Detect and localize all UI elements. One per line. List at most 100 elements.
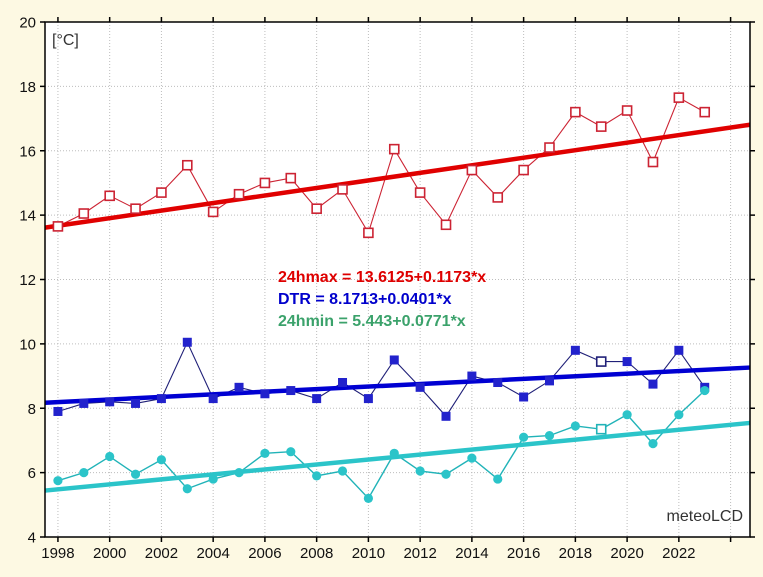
data-point-DTR bbox=[519, 392, 529, 402]
data-point-24hmin bbox=[312, 471, 322, 481]
data-point-24hmax bbox=[337, 184, 348, 195]
data-point-DTR bbox=[544, 376, 554, 386]
data-point-DTR bbox=[389, 355, 399, 365]
x-tick-label: 2004 bbox=[196, 545, 229, 562]
trend-line-24hmax bbox=[44, 122, 751, 230]
data-point-24hmax bbox=[621, 105, 633, 116]
y-tick-label: 20 bbox=[19, 15, 36, 32]
x-tick-label: 2020 bbox=[610, 545, 643, 562]
data-point-DTR bbox=[105, 397, 115, 407]
data-point-24hmax bbox=[207, 206, 219, 218]
y-axis-unit-label: [°C] bbox=[52, 32, 79, 49]
x-tick-label: 2018 bbox=[559, 545, 592, 562]
data-point-24hmin bbox=[363, 493, 373, 503]
equation-24hmax: 24hmax = 13.6125+0.1173*x bbox=[278, 269, 486, 286]
data-series bbox=[44, 92, 751, 503]
data-point-24hmin bbox=[622, 410, 632, 420]
data-point-24hmin bbox=[700, 385, 710, 396]
data-point-DTR bbox=[312, 394, 322, 404]
data-point-24hmax bbox=[233, 188, 245, 200]
x-axis-labels: 1998 2000 2002 2004 2006 2008 2010 2012 2014 2016… bbox=[41, 545, 695, 562]
data-point-24hmax bbox=[673, 92, 685, 103]
y-tick-label: 4 bbox=[28, 530, 36, 547]
data-point-24hmax bbox=[492, 192, 504, 203]
data-point-24hmin bbox=[595, 423, 607, 435]
x-tick-label: 2012 bbox=[403, 545, 436, 562]
data-point-24hmin bbox=[519, 432, 529, 442]
data-point-24hmax bbox=[595, 121, 607, 132]
data-point-24hmax bbox=[363, 227, 374, 239]
data-point-24hmax bbox=[285, 172, 297, 184]
data-point-24hmin bbox=[544, 431, 555, 441]
data-point-DTR bbox=[156, 394, 166, 404]
y-axis-labels: 4 6 8 10 12 14 16 18 20 bbox=[19, 15, 36, 547]
data-point-24hmin bbox=[130, 469, 141, 479]
data-point-24hmin bbox=[389, 448, 399, 458]
data-point-DTR bbox=[286, 386, 296, 396]
x-tick-label: 2022 bbox=[662, 545, 695, 562]
data-point-24hmax bbox=[78, 208, 90, 219]
data-point-DTR bbox=[493, 378, 503, 387]
data-point-24hmax bbox=[156, 187, 167, 198]
data-point-24hmax bbox=[388, 143, 400, 155]
data-point-DTR bbox=[648, 379, 658, 389]
data-point-24hmin bbox=[286, 447, 296, 457]
data-point-24hmax bbox=[518, 164, 529, 176]
data-point-24hmin bbox=[53, 476, 63, 486]
data-point-DTR bbox=[622, 357, 632, 367]
x-tick-label: 2006 bbox=[248, 545, 281, 562]
axis-ticks bbox=[40, 17, 755, 542]
data-point-DTR bbox=[441, 411, 451, 421]
data-point-24hmin bbox=[493, 474, 503, 484]
y-tick-label: 14 bbox=[19, 208, 36, 225]
data-point-24hmax bbox=[466, 164, 478, 176]
data-point-24hmin bbox=[415, 466, 425, 476]
y-tick-label: 6 bbox=[28, 465, 36, 482]
data-point-DTR bbox=[182, 337, 192, 347]
data-point-24hmax bbox=[311, 203, 322, 214]
data-point-24hmin bbox=[648, 439, 658, 449]
x-tick-label: 2010 bbox=[352, 545, 385, 562]
data-point-DTR bbox=[595, 356, 607, 367]
x-tick-label: 2016 bbox=[507, 545, 540, 562]
data-point-24hmax bbox=[414, 187, 426, 198]
data-point-24hmin bbox=[570, 421, 580, 431]
series-24hmin bbox=[44, 385, 751, 503]
data-point-24hmin bbox=[441, 469, 451, 479]
x-tick-label: 2000 bbox=[93, 545, 126, 562]
data-point-24hmax bbox=[130, 203, 141, 214]
data-point-DTR bbox=[208, 394, 218, 404]
equation-labels: 24hmax = 13.6125+0.1173*x DTR = 8.1713+0… bbox=[278, 269, 486, 330]
data-point-24hmax bbox=[181, 159, 193, 171]
data-point-24hmax bbox=[647, 156, 659, 168]
data-point-24hmin bbox=[337, 466, 348, 476]
data-point-24hmax bbox=[570, 106, 581, 118]
data-point-24hmax bbox=[544, 142, 555, 153]
data-point-DTR bbox=[53, 406, 63, 416]
data-point-DTR bbox=[260, 389, 270, 399]
equation-24hmin: 24hmin = 5.443+0.0771*x bbox=[278, 313, 466, 330]
data-point-DTR bbox=[79, 398, 89, 408]
y-tick-label: 10 bbox=[19, 336, 36, 353]
data-point-24hmax bbox=[440, 219, 452, 231]
equation-dtr: DTR = 8.1713+0.0401*x bbox=[278, 291, 452, 308]
data-point-DTR bbox=[415, 382, 425, 392]
plot-border bbox=[44, 21, 751, 538]
series-DTR bbox=[44, 337, 751, 421]
y-tick-label: 16 bbox=[19, 143, 36, 160]
data-point-24hmin bbox=[260, 448, 270, 458]
y-tick-label: 12 bbox=[19, 272, 36, 289]
x-tick-label: 2002 bbox=[145, 545, 178, 562]
data-point-24hmin bbox=[208, 474, 218, 484]
x-tick-label: 1998 bbox=[41, 545, 74, 562]
data-point-24hmin bbox=[467, 453, 477, 463]
series-24hmax bbox=[44, 92, 751, 239]
data-point-24hmax bbox=[259, 177, 271, 189]
data-point-24hmin bbox=[156, 455, 167, 465]
y-tick-label: 18 bbox=[19, 79, 36, 96]
trend-line-24hmin bbox=[44, 420, 751, 493]
data-point-DTR bbox=[234, 382, 244, 392]
data-point-DTR bbox=[338, 378, 348, 387]
